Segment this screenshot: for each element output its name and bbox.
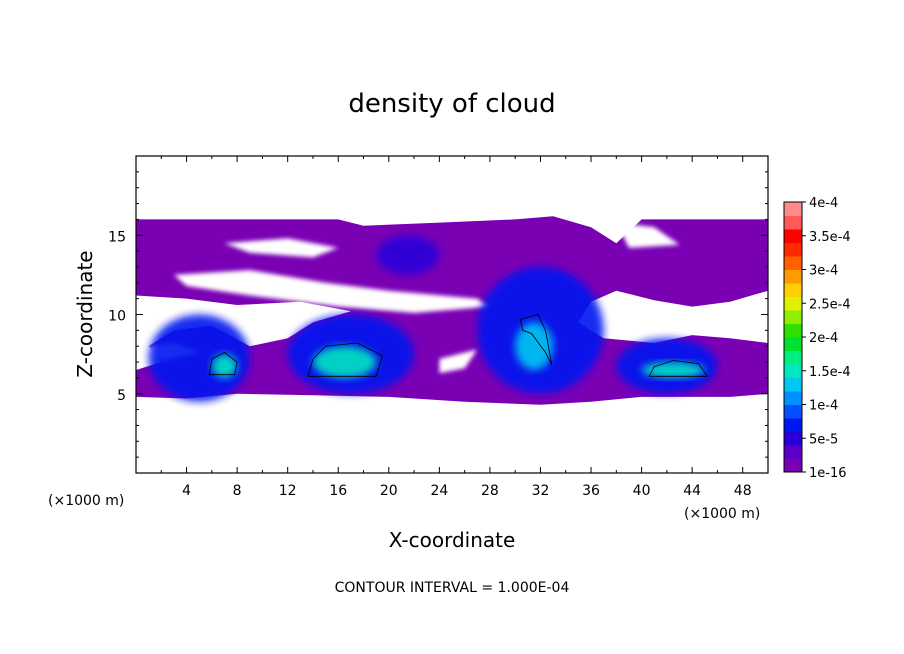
colorbar-swatch	[784, 364, 802, 378]
x-unit-right: (×1000 m)	[684, 506, 760, 522]
colorbar-swatch	[784, 350, 802, 365]
x-tick-label: 44	[683, 483, 701, 499]
chart-title: density of cloud	[348, 89, 555, 119]
colorbar-label: 2e-4	[809, 331, 838, 346]
x-tick-label: 12	[279, 483, 297, 499]
colorbar-label: 1e-16	[809, 466, 847, 481]
colorbar-label: 5e-5	[809, 432, 838, 447]
x-tick-label: 8	[233, 483, 242, 499]
x-tick-label: 40	[633, 483, 651, 499]
density-blob	[515, 322, 554, 370]
x-tick-label: 28	[481, 483, 499, 499]
x-tick-label: 4	[182, 483, 191, 499]
x-tick-label: 36	[582, 483, 600, 499]
colorbar-swatch	[784, 296, 802, 311]
density-blob	[148, 314, 250, 402]
x-tick-label: 16	[329, 483, 347, 499]
colorbar-swatch	[784, 418, 802, 432]
colorbar-label: 3e-4	[809, 264, 838, 279]
colorbar: 1e-16 5e-5 1e-4 1.5e-4 2e-4 2.5e-4 3e-4 3.5e-4 4…	[783, 196, 851, 481]
x-axis: 4 8 12 16 20 24 28 32 36 40 44 48	[160, 156, 752, 499]
colorbar-swatch	[784, 229, 802, 243]
x-axis-label: X-coordinate	[389, 528, 516, 552]
y-tick-label: 10	[108, 309, 126, 325]
density-field	[136, 216, 768, 405]
colorbar-swatch	[784, 458, 802, 473]
x-tick-label: 20	[380, 483, 398, 499]
density-blob	[211, 354, 238, 378]
contour-interval-note: CONTOUR INTERVAL = 1.000E-04	[335, 580, 570, 596]
contour-line	[307, 342, 383, 377]
clear-air-gap	[173, 270, 490, 313]
colorbar-label: 3.5e-4	[809, 230, 851, 245]
colorbar-label: 1.5e-4	[809, 365, 851, 380]
colorbar-label: 2.5e-4	[809, 297, 851, 312]
x-tick-label: 48	[734, 483, 752, 499]
contour-line	[519, 314, 553, 366]
colorbar-swatch	[784, 337, 802, 351]
colorbar-swatch	[784, 242, 802, 257]
colorbar-swatch	[784, 202, 802, 216]
colorbar-swatch	[784, 431, 802, 446]
y-axis: 5 10 15	[108, 171, 768, 458]
colorbar-label: 1e-4	[809, 399, 838, 414]
colorbar-swatch	[784, 377, 802, 392]
density-blob	[376, 235, 440, 275]
colorbar-swatch	[784, 391, 802, 405]
contour-line	[648, 360, 709, 377]
density-blob	[312, 346, 377, 378]
colorbar-swatch	[784, 404, 802, 419]
colorbar-swatch	[784, 283, 802, 297]
contour-line	[208, 352, 238, 376]
density-blob	[641, 362, 705, 378]
colorbar-swatch	[784, 323, 802, 338]
y-tick-label: 15	[108, 229, 126, 245]
colorbar-swatch	[784, 445, 802, 459]
x-tick-label: 24	[430, 483, 448, 499]
y-axis-label: Z-coordinate	[73, 250, 97, 377]
colorbar-swatch	[784, 269, 802, 284]
clear-air-gap	[224, 238, 339, 258]
clear-air-gap	[439, 349, 478, 374]
colorbar-swatch	[784, 310, 802, 324]
colorbar-swatch	[784, 215, 802, 230]
clear-air-gap	[616, 222, 680, 248]
x-tick-label: 32	[532, 483, 550, 499]
colorbar-label: 4e-4	[809, 196, 838, 211]
colorbar-swatch	[784, 256, 802, 270]
x-unit-left: (×1000 m)	[48, 493, 124, 509]
y-tick-label: 5	[117, 388, 126, 404]
